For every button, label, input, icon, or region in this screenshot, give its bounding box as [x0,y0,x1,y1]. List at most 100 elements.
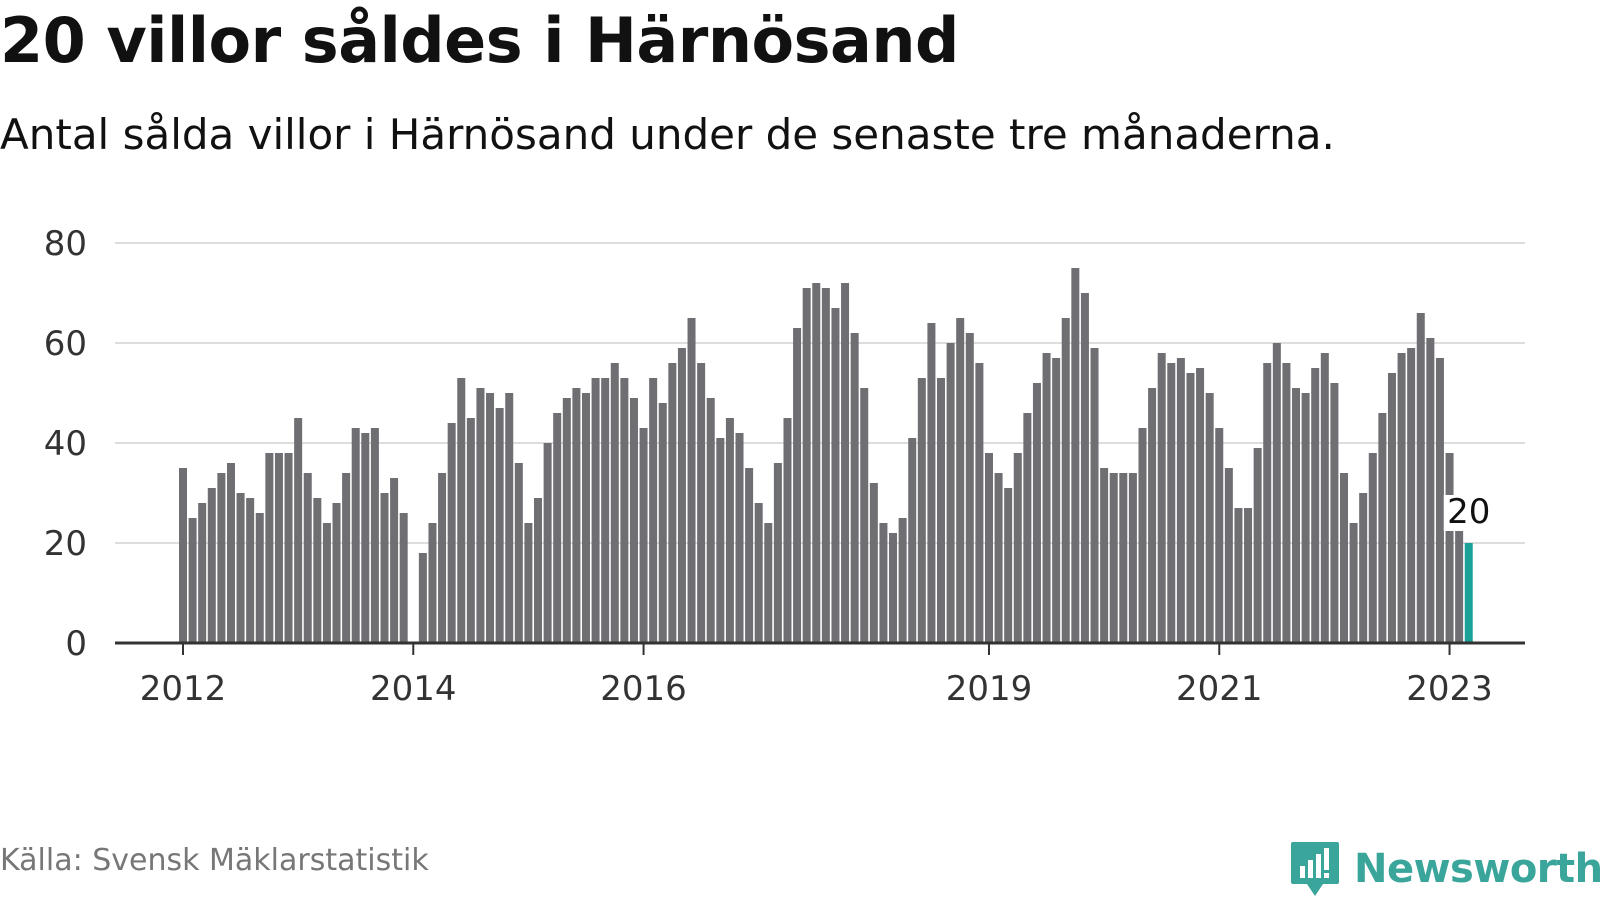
bar [534,498,542,643]
bar [352,428,360,643]
bar [1369,453,1377,643]
bar [246,498,254,643]
bar [1234,508,1242,643]
bar [611,363,619,643]
bar [1455,528,1463,643]
bar [1417,313,1425,643]
bar [1033,383,1041,643]
bar [1100,468,1108,643]
bar [582,393,590,643]
bar [217,473,225,643]
bar [1273,343,1281,643]
bar [467,418,475,643]
x-tick-label: 2019 [946,669,1033,709]
y-tick-label: 80 [44,224,87,264]
bar [851,333,859,643]
bar [486,393,494,643]
bar [505,393,513,643]
bar [726,418,734,643]
bar [1359,493,1367,643]
bar [1225,468,1233,643]
bar [1158,353,1166,643]
bar [237,493,245,643]
bar [1292,388,1300,643]
bar [736,433,744,643]
bar [198,503,206,643]
bar [812,283,820,643]
bar [1110,473,1118,643]
bar [563,398,571,643]
bar [1206,393,1214,643]
bar [707,398,715,643]
bar [803,288,811,643]
bar [265,453,273,643]
bar [889,533,897,643]
bar [553,413,561,643]
bar [524,523,532,643]
bar [227,463,235,643]
bar [361,433,369,643]
bar [1254,448,1262,643]
bar [313,498,321,643]
bar [256,513,264,643]
bar [755,503,763,643]
bar [601,378,609,643]
bar [985,453,993,643]
bar [342,473,350,643]
bar [745,468,753,643]
newsworthy-logo-icon [1290,840,1340,898]
bar [995,473,1003,643]
bar [592,378,600,643]
bar [457,378,465,643]
bar [793,328,801,643]
bar [390,478,398,643]
bar-chart: 0 20 40 60 80 2012 2014 2016 2019 2021 2023 20 [0,0,1600,820]
bar [428,523,436,643]
bar [1263,363,1271,643]
bar [515,463,523,643]
bar [1062,318,1070,643]
bars [179,268,1473,643]
bar [937,378,945,643]
bar [841,283,849,643]
annotations: 20 [1444,492,1491,532]
bar [831,308,839,643]
bar [1043,353,1051,643]
bar [927,323,935,643]
bar [544,443,552,643]
bar [956,318,964,643]
bar [496,408,504,643]
bar [1302,393,1310,643]
x-tick-label: 2021 [1176,669,1263,709]
bar [1311,368,1319,643]
bar [1129,473,1137,643]
bar [294,418,302,643]
bar [1388,373,1396,643]
bar [1436,358,1444,643]
bar [572,388,580,643]
bar [966,333,974,643]
bar [783,418,791,643]
bar [1071,268,1079,643]
bar [879,523,887,643]
bar [1023,413,1031,643]
bar [1119,473,1127,643]
bar [1426,338,1434,643]
bar [333,503,341,643]
bar [1167,363,1175,643]
highlight-value-label: 20 [1447,492,1490,532]
bar [1091,348,1099,643]
bar [640,428,648,643]
highlight-bar [1465,543,1473,643]
bar [1148,388,1156,643]
bar [371,428,379,643]
bar [179,468,187,643]
brand-logo: Newsworthy [1290,840,1600,898]
x-tick-label: 2023 [1406,669,1493,709]
bar [620,378,628,643]
bar [860,388,868,643]
bar [1014,453,1022,643]
bar [400,513,408,643]
y-tick-label: 0 [65,624,87,664]
bar [764,523,772,643]
